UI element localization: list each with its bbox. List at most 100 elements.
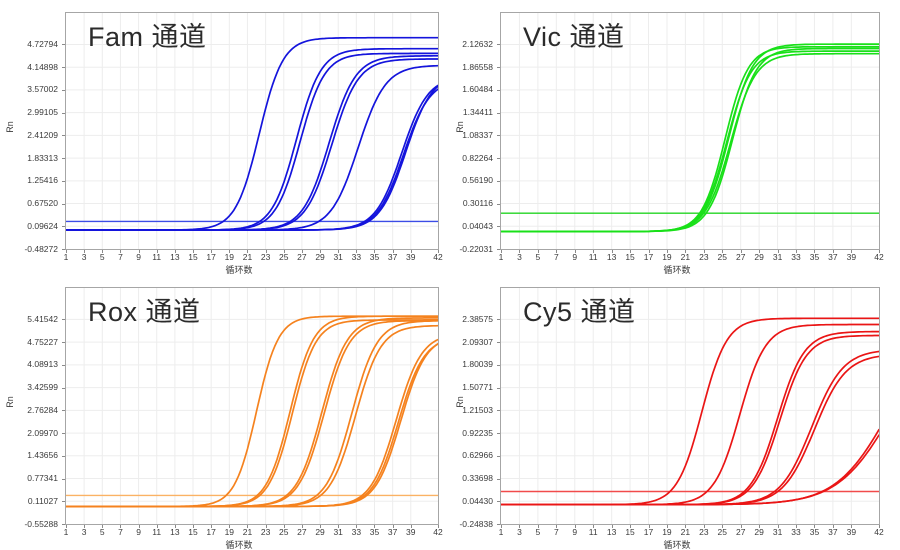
- x-tick-label: 37: [828, 252, 838, 262]
- y-tick-mark: [497, 158, 500, 160]
- y-tick-mark: [497, 44, 500, 46]
- y-tick-mark: [62, 180, 65, 182]
- y-tick-label: -0.55288: [24, 518, 58, 529]
- x-tick-label: 27: [735, 252, 746, 262]
- y-tick-label: 0.04043: [462, 220, 493, 231]
- y-tick-label: -0.24838: [459, 518, 493, 529]
- amplification-curve: [66, 342, 438, 508]
- amplification-plot: [66, 288, 438, 524]
- y-tick-mark: [62, 249, 65, 250]
- y-tick-label: 2.76284: [27, 404, 58, 415]
- x-tick-mark: [537, 250, 539, 253]
- x-tick-label: 1: [498, 252, 504, 262]
- y-tick-mark: [62, 410, 65, 412]
- x-tick-mark: [501, 525, 502, 528]
- rox-plot-area: Rox 通道: [65, 287, 439, 525]
- x-tick-label: 11: [588, 527, 598, 537]
- x-tick-label: 27: [297, 252, 307, 262]
- x-tick-label: 7: [553, 527, 559, 537]
- x-tick-label: 37: [387, 252, 398, 262]
- amplification-curve: [66, 85, 438, 231]
- x-tick-label: 39: [406, 252, 416, 262]
- x-tick-mark: [519, 525, 521, 528]
- x-tick-label: 37: [387, 527, 398, 537]
- y-tick-label: 0.67520: [27, 198, 58, 209]
- fam-plot-area: Fam 通道: [65, 12, 439, 250]
- y-tick-label: 0.04430: [462, 495, 493, 506]
- x-tick-label: 33: [791, 252, 801, 262]
- x-tick-label: 5: [99, 252, 105, 262]
- y-tick-mark: [62, 387, 65, 389]
- y-tick-mark: [62, 158, 65, 160]
- y-tick-mark: [497, 67, 500, 69]
- y-tick-label: 1.60484: [462, 84, 493, 95]
- x-tick-label: 15: [625, 252, 635, 262]
- x-tick-mark: [174, 525, 176, 528]
- amplification-curve: [66, 324, 438, 508]
- x-tick-mark: [611, 250, 613, 253]
- x-tick-mark: [722, 525, 724, 528]
- y-tick-label: 1.25416: [27, 175, 58, 186]
- x-tick-label: 3: [81, 527, 87, 537]
- y-tick-label: 2.99105: [27, 107, 58, 118]
- x-axis-title: 循环数: [225, 540, 253, 550]
- y-tick-label: 0.30116: [462, 198, 493, 209]
- x-tick-label: 19: [662, 527, 672, 537]
- x-tick-mark: [722, 250, 724, 253]
- x-tick-label: 39: [846, 527, 857, 537]
- x-tick-mark: [392, 250, 394, 253]
- x-tick-mark: [193, 250, 195, 253]
- x-axis-title: 循环数: [663, 540, 691, 550]
- x-tick-mark: [211, 250, 213, 253]
- x-tick-label: 13: [606, 527, 617, 537]
- cy5-plot-area: Cy5 通道: [500, 287, 880, 525]
- y-tick-mark: [497, 203, 500, 205]
- x-tick-mark: [851, 525, 853, 528]
- rox-channel-panel: Rn Rox 通道 循环数 -0.55288 0.11027 0.77341 1.43…: [0, 275, 450, 550]
- y-tick-mark: [62, 89, 65, 91]
- x-tick-mark: [229, 525, 231, 528]
- x-tick-label: 42: [874, 527, 884, 537]
- y-tick-mark: [62, 112, 65, 114]
- x-tick-label: 23: [260, 252, 271, 262]
- y-tick-label: 0.09624: [27, 220, 58, 231]
- x-tick-mark: [593, 250, 595, 253]
- y-tick-mark: [497, 342, 500, 344]
- amplification-curve: [501, 428, 879, 506]
- y-tick-mark: [62, 524, 65, 525]
- x-tick-label: 5: [535, 527, 541, 537]
- x-tick-mark: [283, 525, 285, 528]
- x-tick-label: 7: [118, 252, 123, 262]
- y-tick-mark: [62, 342, 65, 344]
- y-tick-label: 0.56190: [462, 175, 493, 186]
- x-tick-label: 3: [81, 252, 87, 262]
- y-tick-label: 0.92235: [462, 427, 493, 438]
- y-tick-label: 2.09970: [27, 427, 58, 438]
- amplification-curve: [501, 355, 879, 506]
- x-tick-label: 17: [643, 527, 654, 537]
- x-tick-mark: [438, 250, 439, 253]
- x-tick-mark: [537, 525, 539, 528]
- y-tick-label: 1.83313: [27, 152, 58, 163]
- x-tick-mark: [247, 525, 249, 528]
- x-tick-label: 29: [315, 527, 325, 537]
- y-tick-label: 1.50771: [462, 382, 493, 393]
- x-tick-label: 1: [63, 527, 69, 537]
- x-tick-label: 13: [606, 252, 617, 262]
- x-tick-label: 31: [333, 252, 343, 262]
- x-tick-mark: [247, 250, 249, 253]
- x-tick-label: 17: [643, 252, 654, 262]
- y-tick-mark: [62, 135, 65, 137]
- x-tick-mark: [102, 525, 104, 528]
- x-tick-label: 19: [224, 252, 235, 262]
- y-tick-label: 4.08913: [27, 359, 58, 370]
- x-tick-mark: [410, 525, 412, 528]
- x-tick-label: 13: [170, 252, 180, 262]
- y-tick-label: 0.82264: [462, 152, 493, 163]
- x-tick-mark: [66, 525, 67, 528]
- x-tick-label: 15: [625, 527, 635, 537]
- x-tick-mark: [740, 250, 742, 253]
- x-tick-label: 11: [152, 252, 162, 262]
- x-tick-mark: [703, 525, 705, 528]
